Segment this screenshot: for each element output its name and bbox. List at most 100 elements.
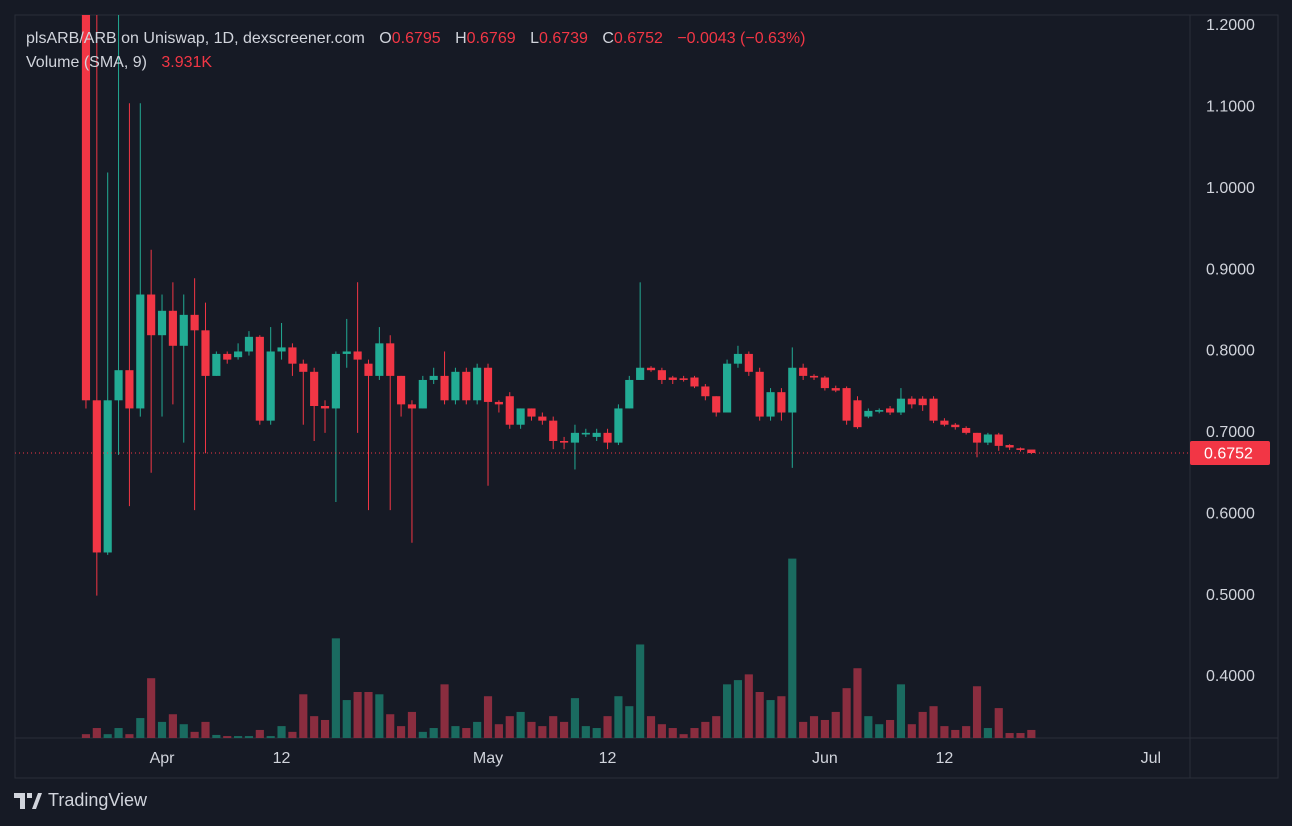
candle-body xyxy=(516,408,525,425)
last-price-tag xyxy=(1190,441,1270,466)
candle-body xyxy=(668,377,677,380)
volume-bar xyxy=(929,706,938,738)
volume-bar xyxy=(657,724,666,738)
candle-body xyxy=(342,351,351,354)
volume-bar xyxy=(429,728,438,738)
volume-bar xyxy=(494,724,503,738)
volume-bar xyxy=(940,726,949,738)
volume-pane xyxy=(81,558,1036,738)
volume-bar xyxy=(886,719,895,738)
volume-bar xyxy=(701,721,710,738)
candle-body xyxy=(114,370,123,401)
volume-bar xyxy=(853,668,862,738)
candle-body xyxy=(397,375,406,405)
candle-body xyxy=(320,405,330,409)
candle-body xyxy=(147,294,156,336)
h-label: H xyxy=(455,30,467,47)
volume-bar xyxy=(766,700,775,738)
volume-bar xyxy=(310,716,319,738)
volume-bar xyxy=(462,728,471,738)
candle-body xyxy=(842,388,851,421)
volume-bar xyxy=(842,688,851,738)
volume-bar xyxy=(625,706,634,738)
volume-bar xyxy=(636,644,645,738)
candle-body xyxy=(886,408,895,413)
volume-bar xyxy=(364,692,373,738)
volume-bar xyxy=(560,721,569,738)
volume-bar xyxy=(581,726,590,738)
volume-bar xyxy=(777,696,786,738)
y-tick-label: 1.0000 xyxy=(1206,180,1255,197)
candle-body xyxy=(255,336,264,421)
volume-bar xyxy=(179,724,188,738)
candle-body xyxy=(940,420,949,425)
y-tick-label: 0.6000 xyxy=(1206,505,1255,522)
volume-bar xyxy=(266,736,275,738)
volume-bar xyxy=(614,696,623,738)
volume-bar xyxy=(451,726,460,738)
candle-body xyxy=(81,15,91,401)
volume-bar xyxy=(972,686,982,738)
candle-body xyxy=(657,370,666,380)
candle-body xyxy=(1027,449,1036,454)
candle-body xyxy=(234,351,243,358)
candle-body xyxy=(212,353,221,376)
candle-body xyxy=(505,396,514,425)
candle-body xyxy=(755,371,764,417)
volume-bar xyxy=(234,736,243,738)
candle-body xyxy=(190,314,199,331)
change: −0.0043 (−0.63%) xyxy=(677,30,806,47)
candle-body xyxy=(646,367,656,371)
legend-row: plsARB/ARB on Uniswap, 1D, dexscreener.c… xyxy=(26,27,805,51)
chart-frame xyxy=(14,14,1279,779)
candle-body xyxy=(353,351,362,360)
last-price-label: 0.6752 xyxy=(1204,445,1253,462)
volume-bar xyxy=(147,678,156,738)
candle-body xyxy=(407,404,417,409)
candle-body xyxy=(92,400,101,553)
candle-body xyxy=(179,314,188,346)
candle-body xyxy=(918,398,927,406)
volume-bar xyxy=(255,729,264,738)
candle-body xyxy=(1016,448,1025,450)
candle-body xyxy=(972,432,982,443)
candle-body xyxy=(733,353,743,364)
candle-body xyxy=(788,367,797,413)
volume-bar xyxy=(331,638,340,738)
volume-bar xyxy=(190,731,199,738)
candle-body xyxy=(809,375,819,378)
volume-bar xyxy=(712,716,721,738)
volume-bar xyxy=(418,731,427,738)
volume-bar xyxy=(755,692,764,738)
h-value: 0.6769 xyxy=(466,30,516,47)
candle-body xyxy=(994,434,1003,446)
volume-bar xyxy=(549,716,558,738)
volume-bar xyxy=(809,716,819,738)
candle-body xyxy=(494,401,503,405)
volume-bar xyxy=(744,674,753,738)
candle-body xyxy=(744,353,753,372)
volume-bar xyxy=(1027,729,1036,738)
candle-body xyxy=(440,375,449,401)
candle-body xyxy=(103,400,112,553)
volume-bar xyxy=(81,734,91,738)
candle-body xyxy=(625,379,634,409)
volume-bar xyxy=(92,728,101,738)
volume-bar xyxy=(244,736,254,738)
candle-body xyxy=(864,410,873,417)
volume-bar xyxy=(527,721,536,738)
volume-bar xyxy=(103,734,112,738)
candle-body xyxy=(364,363,373,376)
volume-bar xyxy=(962,726,971,738)
volume-bar xyxy=(538,726,547,738)
y-tick-label: 0.4000 xyxy=(1206,668,1255,685)
volume-bar xyxy=(831,711,840,738)
candle-body xyxy=(723,363,732,413)
candle-body xyxy=(799,367,808,376)
volume-bar xyxy=(505,716,514,738)
volume-bar xyxy=(646,716,656,738)
volume-bar xyxy=(483,696,493,738)
volume-bar xyxy=(1005,733,1014,738)
volume-bar xyxy=(223,736,232,738)
l-label: L xyxy=(530,30,539,47)
